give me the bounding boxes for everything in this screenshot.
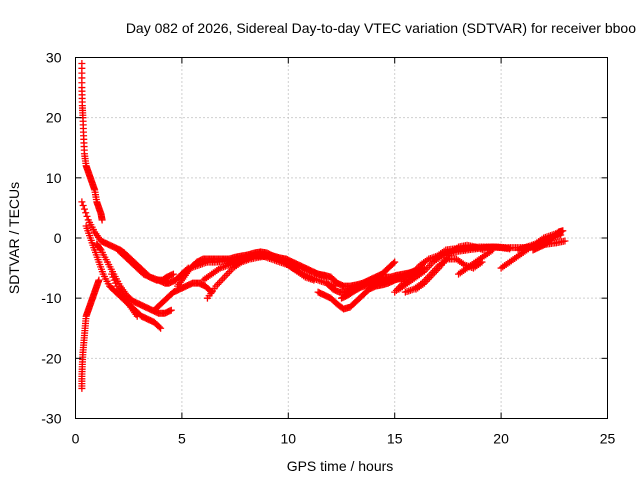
series-end-3 bbox=[529, 227, 567, 254]
y-tick-label: 20 bbox=[46, 110, 62, 126]
data-point bbox=[155, 323, 163, 331]
data-point bbox=[108, 270, 116, 278]
series-rise-4 bbox=[412, 241, 488, 293]
data-point bbox=[157, 324, 165, 332]
y-tick-label: 10 bbox=[46, 170, 62, 186]
y-tick-label: 30 bbox=[46, 50, 62, 66]
x-tick-label: 0 bbox=[72, 431, 80, 447]
data-point bbox=[109, 273, 117, 281]
data-point bbox=[98, 216, 106, 224]
series-upper-spike bbox=[78, 60, 106, 224]
chart-title: Day 082 of 2026, Sidereal Day-to-day VTE… bbox=[126, 20, 636, 36]
data-point bbox=[79, 202, 87, 210]
data-point bbox=[559, 227, 567, 235]
y-tick-label: 0 bbox=[54, 230, 62, 246]
series-trough-4 bbox=[327, 258, 399, 290]
series-rise-5 bbox=[455, 246, 497, 278]
y-tick-label: -10 bbox=[41, 290, 61, 306]
series-track-c bbox=[93, 240, 175, 317]
x-tick-label: 5 bbox=[178, 431, 186, 447]
x-tick-label: 25 bbox=[600, 431, 616, 447]
data-point bbox=[83, 212, 91, 220]
data-point bbox=[133, 312, 141, 320]
data-point bbox=[208, 288, 216, 296]
y-tick-label: -20 bbox=[41, 350, 61, 366]
data-point bbox=[169, 270, 177, 278]
x-tick-label: 15 bbox=[387, 431, 403, 447]
data-point bbox=[506, 245, 514, 253]
data-point bbox=[310, 276, 318, 284]
y-axis-label: SDTVAR / TECUs bbox=[6, 182, 22, 294]
x-tick-label: 20 bbox=[493, 431, 509, 447]
data-point bbox=[389, 259, 397, 267]
data-marks bbox=[78, 60, 569, 392]
series-track-f bbox=[150, 279, 216, 314]
data-point bbox=[113, 282, 121, 290]
data-point bbox=[112, 279, 120, 287]
y-tick-label: -30 bbox=[41, 411, 61, 427]
data-point bbox=[82, 209, 90, 217]
x-axis-label: GPS time / hours bbox=[287, 458, 394, 474]
axis-ticks: 0 5 10 15 20 25 -30 -20 -10 0 10 20 30 bbox=[41, 50, 615, 447]
data-point bbox=[480, 246, 488, 254]
series-middle-band-4 bbox=[203, 252, 331, 302]
series-lower-spike bbox=[78, 276, 103, 392]
x-tick-label: 10 bbox=[281, 431, 297, 447]
data-point bbox=[78, 198, 86, 206]
data-point bbox=[95, 276, 103, 284]
data-point bbox=[96, 245, 104, 253]
grid-lines bbox=[75, 57, 608, 419]
series-track-e bbox=[108, 270, 141, 320]
data-point bbox=[489, 246, 497, 254]
series-track-d bbox=[114, 246, 177, 284]
data-point bbox=[110, 276, 118, 284]
data-point bbox=[80, 205, 88, 213]
data-point bbox=[561, 237, 569, 245]
data-point bbox=[167, 306, 175, 314]
data-point bbox=[391, 258, 399, 266]
